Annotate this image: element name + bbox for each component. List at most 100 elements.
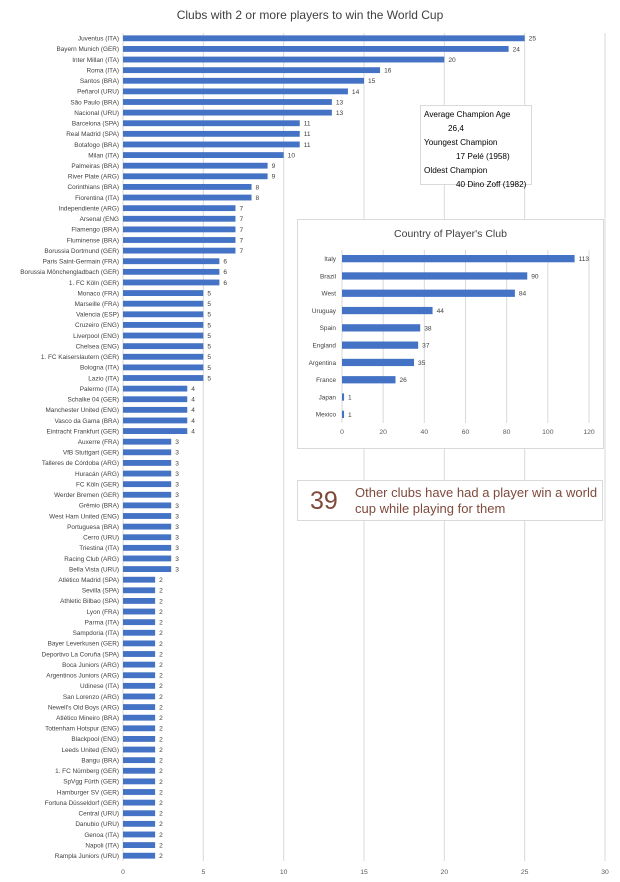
inset-bar — [342, 255, 575, 263]
inset-value-label: 1 — [348, 394, 352, 401]
main-category-label: Santos (BRA) — [80, 78, 119, 85]
main-value-label: 2 — [159, 821, 163, 828]
inset-category-label: Spain — [320, 325, 337, 332]
oldest-champion-value: 40 Dino Zoff (1982) — [456, 180, 527, 189]
country-bar-chart: 0 20 40 60 80 100 120 Italy 113 Brazil 90 West 84 Uru… — [309, 250, 595, 436]
main-bar — [123, 88, 348, 95]
country-chart-title: Country of Player's Club — [394, 228, 507, 240]
main-value-label: 2 — [159, 789, 163, 796]
main-bar — [123, 152, 284, 158]
main-value-label: 2 — [159, 704, 163, 711]
main-category-label: Newell's Old Boys (ARG) — [48, 704, 119, 711]
main-value-label: 11 — [304, 121, 311, 128]
main-value-label: 16 — [384, 68, 392, 75]
main-category-label: Argentinos Juniors (ARG) — [46, 673, 119, 680]
main-bar — [123, 513, 172, 519]
inset-bar — [342, 306, 433, 315]
main-value-label: 7 — [239, 227, 243, 234]
inset-category-label: Italy — [324, 256, 337, 263]
main-value-label: 3 — [175, 460, 179, 467]
main-value-label: 24 — [513, 46, 521, 53]
main-value-label: 3 — [175, 513, 179, 520]
main-value-label: 5 — [207, 290, 211, 297]
main-bar — [123, 682, 156, 689]
main-value-label: 7 — [239, 216, 243, 223]
main-bar — [123, 523, 172, 530]
main-value-label: 2 — [159, 694, 163, 701]
main-bar — [123, 629, 156, 636]
main-bar — [123, 608, 156, 615]
main-value-label: 8 — [256, 195, 260, 202]
main-value-label: 2 — [159, 800, 163, 807]
inset-category-label: Japan — [319, 394, 337, 401]
main-bar — [123, 311, 204, 318]
main-value-label: 2 — [159, 598, 163, 605]
main-value-label: 10 — [288, 152, 296, 159]
main-value-label: 25 — [529, 36, 537, 43]
main-value-label: 2 — [159, 662, 163, 669]
main-category-label: River Plate (ARG) — [68, 174, 119, 181]
main-bar — [123, 237, 236, 243]
main-category-label: Milan (ITA) — [88, 152, 119, 159]
inset-bar — [342, 341, 419, 349]
main-x-tick-label: 30 — [601, 869, 609, 876]
main-category-label: Liverpool (ENG) — [73, 333, 119, 340]
inset-value-label: 84 — [519, 291, 527, 298]
main-value-label: 15 — [368, 78, 376, 85]
main-bar — [123, 268, 220, 275]
main-bar — [123, 162, 268, 169]
main-bar — [123, 406, 188, 413]
inset-value-label: 44 — [437, 308, 445, 315]
main-category-label: Boca Juniors (ARG) — [62, 662, 119, 669]
main-category-label: Bayer Leverkusen (GER) — [48, 641, 119, 648]
inset-x-tick-label: 120 — [583, 429, 595, 436]
main-value-label: 2 — [159, 577, 163, 584]
main-bar — [123, 651, 156, 657]
main-category-label: Nacional (URU) — [74, 110, 119, 117]
main-bar — [123, 502, 172, 509]
main-bar — [123, 343, 204, 350]
main-category-label: Atlético Mineiro (BRA) — [56, 715, 119, 722]
main-bar — [123, 672, 156, 679]
inset-category-label: Argentina — [309, 360, 337, 367]
main-bar — [123, 778, 156, 785]
main-value-label: 2 — [159, 609, 163, 616]
inset-value-label: 37 — [422, 343, 430, 350]
main-value-label: 3 — [175, 482, 179, 489]
inset-value-label: 1 — [348, 412, 352, 419]
main-value-label: 2 — [159, 630, 163, 637]
main-value-label: 14 — [352, 89, 360, 96]
inset-category-label: France — [316, 377, 336, 384]
main-category-label: Real Madrid (SPA) — [66, 131, 119, 138]
main-bar — [123, 746, 156, 753]
main-category-label: VfB Stuttgart (GER) — [63, 450, 119, 457]
main-bar — [123, 46, 509, 52]
main-bar — [123, 353, 204, 360]
main-category-label: Tottenham Hotspur (ENG) — [45, 726, 119, 733]
main-bar — [123, 428, 188, 434]
main-category-label: Bella Vista (URU) — [69, 566, 119, 573]
main-category-label: Central (URU) — [79, 811, 119, 818]
main-bar — [123, 852, 156, 859]
main-value-label: 2 — [159, 641, 163, 648]
main-value-label: 3 — [175, 503, 179, 510]
main-x-tick-label: 10 — [280, 869, 288, 876]
main-bar — [123, 364, 204, 371]
main-bar — [123, 258, 220, 265]
main-category-label: Racing Club (ARG) — [64, 556, 119, 563]
main-value-label: 5 — [207, 301, 211, 308]
inset-category-label: Mexico — [316, 412, 337, 419]
main-bar — [123, 56, 445, 63]
main-category-label: Peñarol (URU) — [77, 89, 119, 96]
inset-bar — [342, 289, 515, 297]
main-value-label: 2 — [159, 811, 163, 818]
main-category-label: Grêmio (BRA) — [79, 503, 119, 510]
main-category-label: Sampdoria (ITA) — [73, 630, 119, 637]
main-value-label: 4 — [191, 428, 195, 435]
main-category-label: Bangu (BRA) — [81, 757, 119, 764]
main-bar — [123, 619, 156, 626]
inset-x-tick-label: 100 — [542, 429, 554, 436]
main-category-label: Talleres de Córdoba (ARG) — [42, 460, 119, 467]
main-category-label: Independiente (ARG) — [59, 205, 119, 212]
